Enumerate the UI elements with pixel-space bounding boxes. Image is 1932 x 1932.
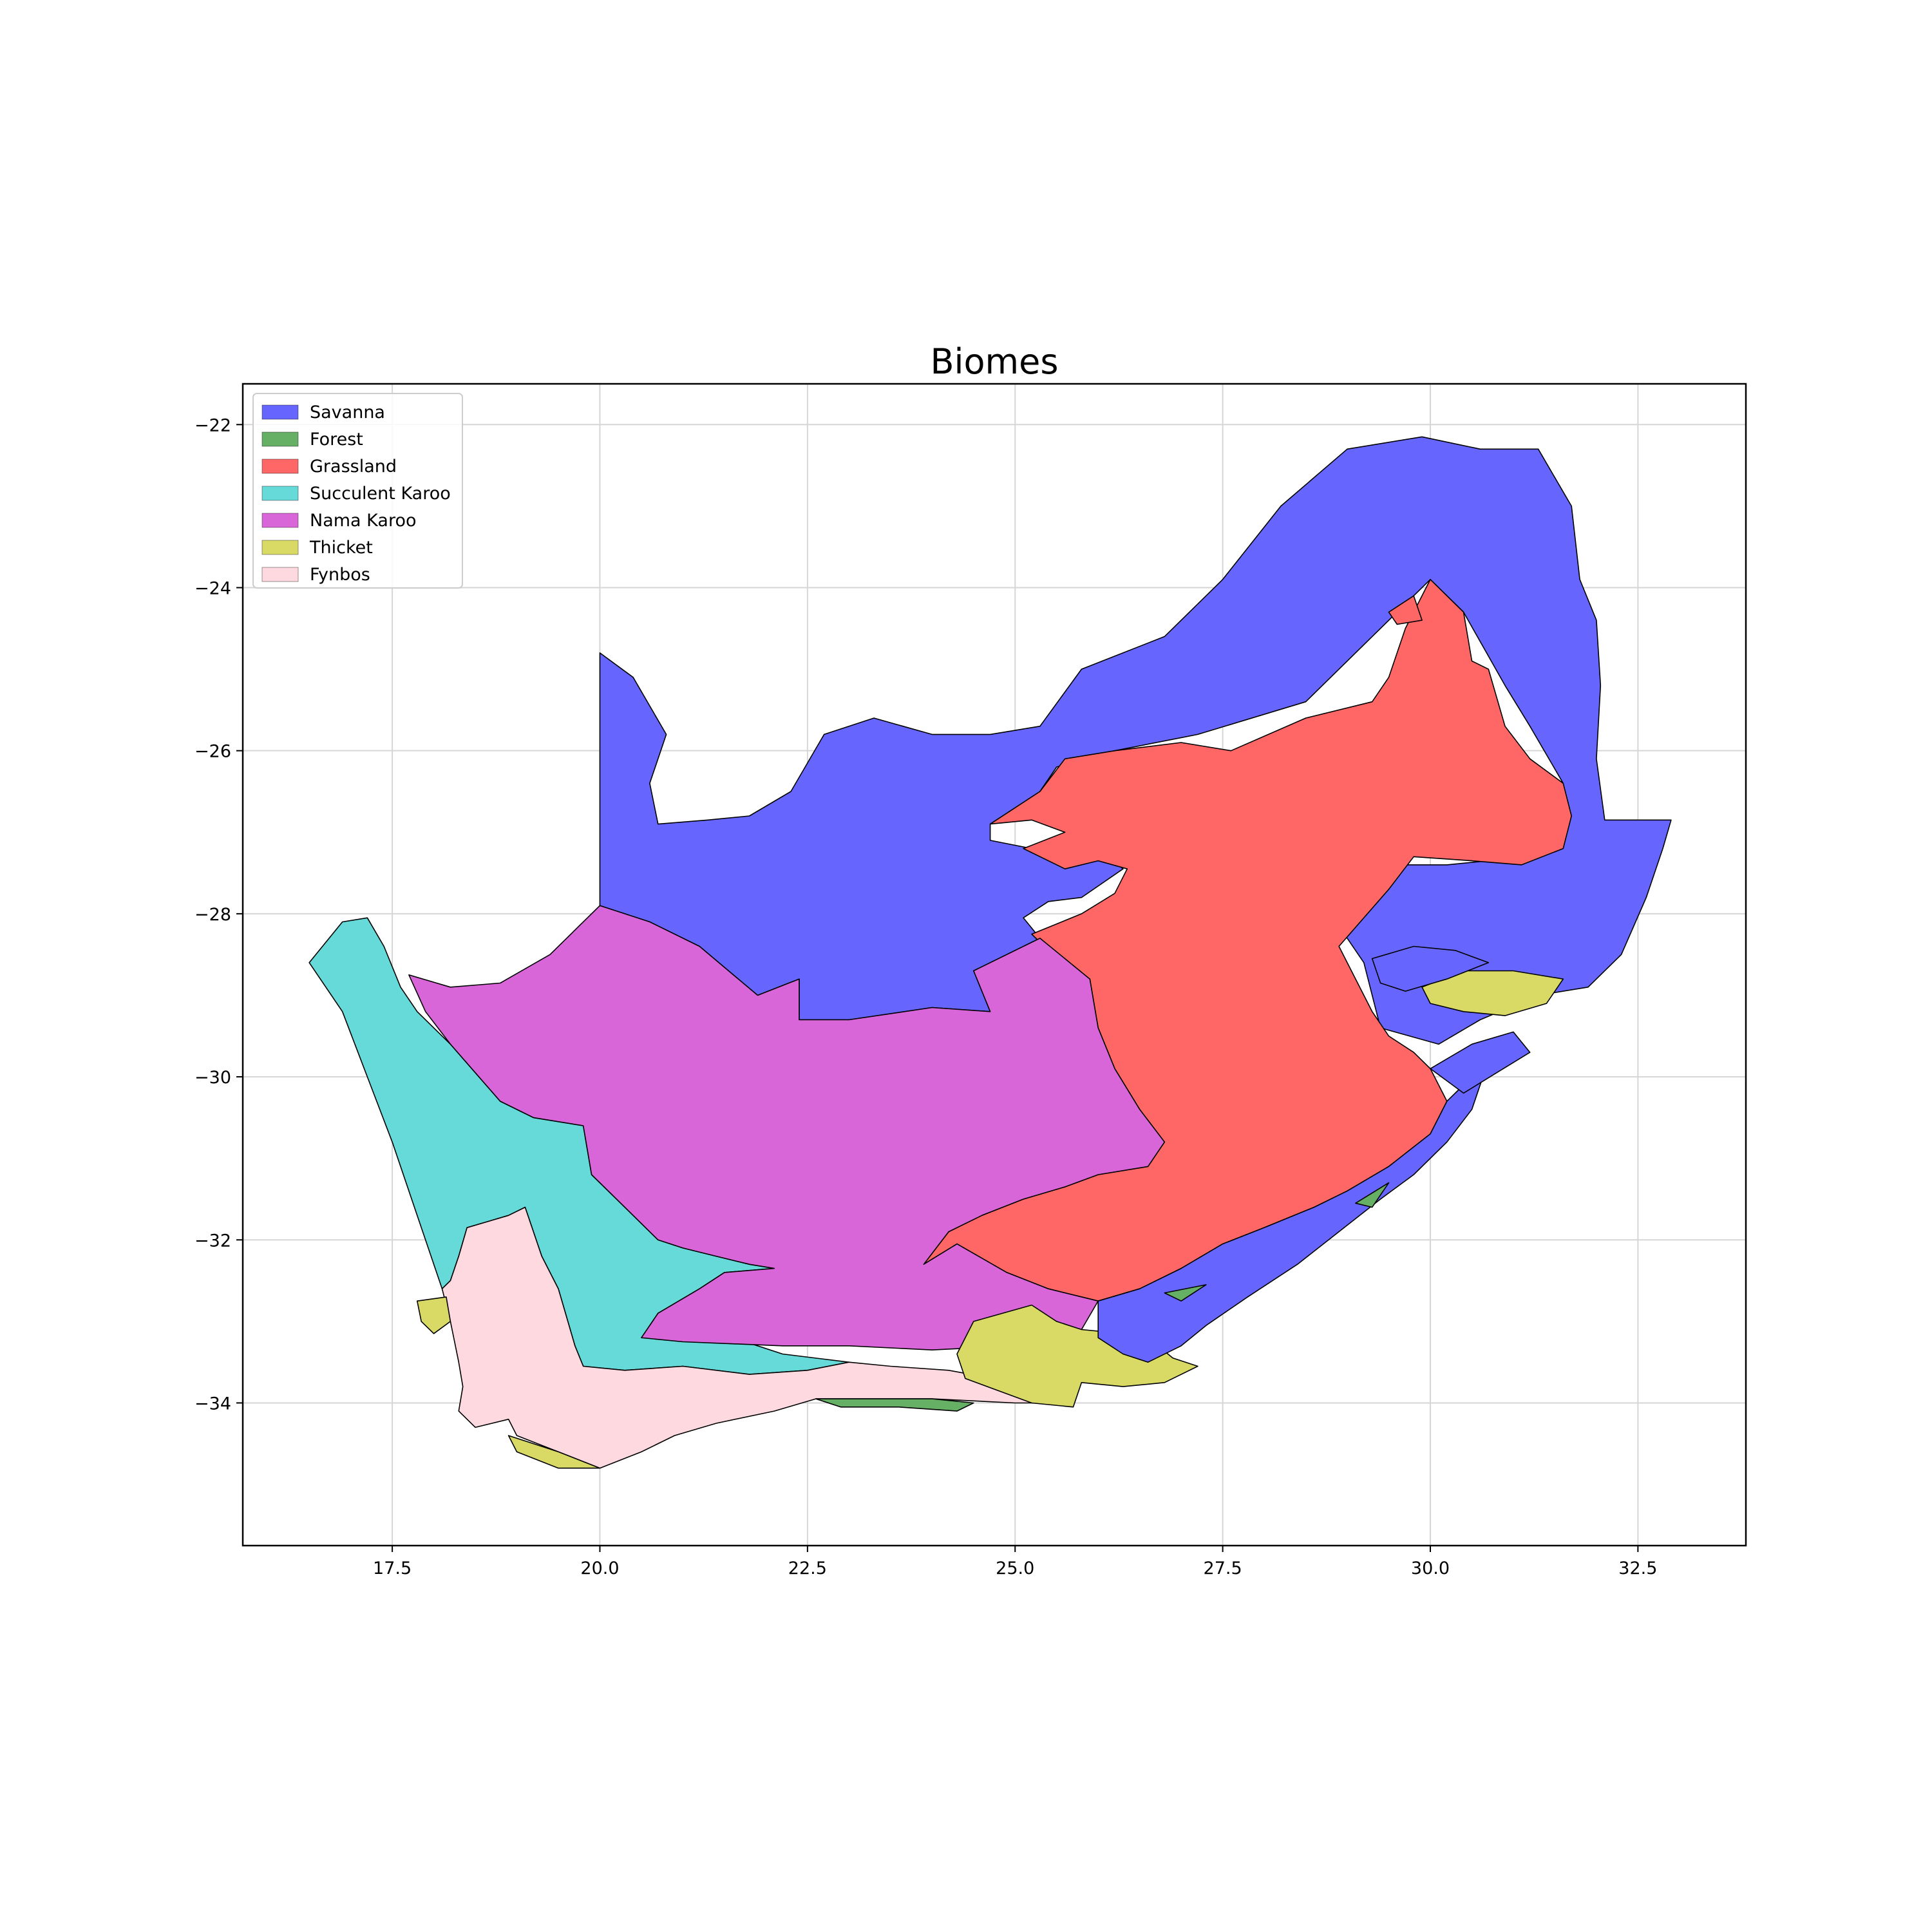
biome-regions [308,436,1672,1469]
region-savanna [599,436,1672,1045]
y-tick-label: −22 [194,415,231,435]
region-nama-karoo [408,905,1166,1350]
x-axis: 17.5 20.0 22.5 25.0 27.5 30.0 32.5 [373,1546,1657,1578]
x-tick-label: 27.5 [1204,1558,1242,1578]
legend: Savanna Forest Grassland Succulent Karoo Nam… [252,393,463,589]
y-tick-label: −26 [194,742,231,762]
legend-label: Savanna [310,402,385,422]
region-savanna [1371,945,1490,992]
legend-swatch [261,404,299,420]
x-tick-label: 30.0 [1411,1558,1450,1578]
y-axis: −22 −24 −26 −28 −30 −32 −34 [194,415,243,1414]
y-tick-label: −32 [194,1231,231,1251]
region-forest [1355,1182,1390,1208]
legend-label: Fynbos [310,565,370,585]
legend-swatch [261,486,299,501]
region-forest [815,1398,974,1412]
x-tick-label: 25.0 [996,1558,1034,1578]
chart-title: Biomes [930,341,1058,382]
region-thicket [507,1435,601,1469]
legend-box [252,393,463,589]
y-tick-label: −34 [194,1394,231,1414]
region-thicket [956,1304,1198,1408]
x-tick-label: 17.5 [373,1558,412,1578]
x-tick-label: 20.0 [580,1558,619,1578]
y-tick-label: −24 [194,578,231,598]
y-tick-label: −30 [194,1068,231,1088]
y-tick-label: −28 [194,905,231,925]
region-savanna [1430,1031,1531,1094]
legend-label: Succulent Karoo [310,484,451,504]
legend-label: Thicket [309,538,373,558]
legend-swatch [261,431,299,447]
legend-label: Forest [310,430,363,450]
region-thicket [1421,970,1564,1016]
legend-swatch [261,513,299,528]
plot-frame [242,383,1747,1547]
x-tick-label: 32.5 [1618,1558,1657,1578]
legend-swatch [261,567,299,582]
legend-swatch [261,459,299,474]
region-grassland [1388,595,1423,625]
x-tick-label: 22.5 [788,1558,827,1578]
legend-swatch [261,540,299,555]
region-thicket [417,1296,451,1334]
legend-label: Nama Karoo [310,511,417,531]
region-forest [1164,1284,1207,1302]
legend-label: Grassland [310,457,397,477]
